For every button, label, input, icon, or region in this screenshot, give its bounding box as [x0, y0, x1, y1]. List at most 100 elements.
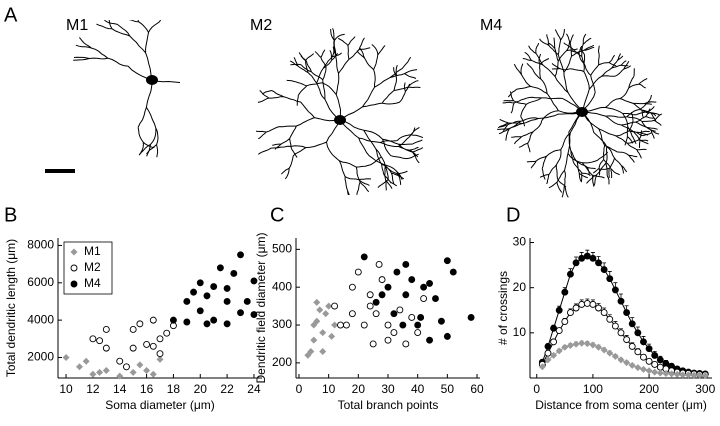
- panel-label: B: [4, 204, 17, 226]
- point: [634, 364, 642, 372]
- y-tick-label: 400: [272, 279, 292, 293]
- point: [378, 291, 386, 299]
- point: [640, 353, 647, 361]
- point: [143, 367, 151, 375]
- point: [561, 288, 569, 296]
- y-tick-label: 20: [513, 280, 527, 294]
- point: [223, 298, 231, 305]
- x-tick-label: 60: [470, 382, 484, 396]
- point: [316, 306, 324, 314]
- point: [183, 318, 191, 326]
- y-axis-label: Total dendritic length (μm): [4, 239, 18, 377]
- point: [223, 320, 231, 328]
- point: [639, 365, 647, 373]
- point: [432, 295, 439, 302]
- dendrites: [73, 20, 180, 158]
- point: [623, 359, 631, 367]
- point: [156, 355, 164, 363]
- x-tick-label: 50: [441, 382, 455, 396]
- point: [417, 314, 425, 321]
- point: [566, 270, 574, 278]
- point: [337, 321, 344, 329]
- legend-marker: [70, 248, 78, 256]
- point: [583, 252, 591, 260]
- point: [378, 276, 386, 284]
- point: [566, 309, 574, 316]
- point: [611, 286, 619, 294]
- point: [313, 298, 321, 306]
- y-tick-label: 4000: [27, 312, 54, 326]
- point: [325, 302, 333, 310]
- neuron-label: M2: [250, 17, 272, 34]
- point: [623, 309, 631, 316]
- point: [169, 322, 177, 330]
- point: [555, 327, 563, 335]
- dendrites: [497, 28, 663, 198]
- point: [89, 370, 97, 378]
- point: [143, 340, 151, 348]
- point: [623, 336, 631, 344]
- point: [319, 348, 327, 356]
- point: [369, 340, 377, 348]
- point: [203, 320, 211, 328]
- y-tick-label: 200: [272, 355, 292, 369]
- point: [408, 314, 416, 321]
- point: [408, 276, 416, 284]
- point: [628, 320, 636, 328]
- point: [390, 329, 398, 337]
- point: [129, 368, 137, 376]
- point: [196, 279, 204, 287]
- point: [544, 356, 552, 364]
- neuron-label: M4: [480, 17, 502, 34]
- point: [372, 298, 380, 306]
- point: [679, 371, 687, 379]
- point: [149, 316, 157, 324]
- point: [578, 254, 586, 262]
- x-tick-label: 12: [86, 382, 100, 396]
- point: [102, 367, 110, 375]
- point: [136, 320, 144, 328]
- point: [634, 329, 642, 337]
- chart: 10 12 14 16 18 20 22 24 2000 4000 6000 8000 Soma dia…: [4, 238, 262, 412]
- point: [437, 317, 445, 325]
- point: [572, 259, 580, 267]
- point: [589, 254, 597, 262]
- point: [310, 336, 318, 344]
- point: [684, 371, 692, 379]
- point: [426, 336, 433, 344]
- point: [561, 318, 569, 325]
- point: [550, 338, 558, 346]
- chart: 0 10 20 30 40 50 60 200 300 400 500 Total branch po…: [254, 233, 484, 413]
- point: [360, 321, 368, 329]
- point: [701, 372, 709, 380]
- dendrites: [255, 28, 424, 195]
- y-axis-label: Dendritic field diameter (μm): [254, 233, 268, 384]
- point: [561, 343, 569, 351]
- point: [583, 340, 591, 348]
- point: [606, 275, 614, 283]
- point: [673, 370, 681, 378]
- point: [129, 326, 137, 333]
- point: [384, 321, 392, 329]
- point: [149, 370, 157, 378]
- point: [96, 337, 104, 345]
- x-tick-label: 0: [533, 382, 540, 396]
- y-tick-label: 300: [272, 317, 292, 331]
- point: [420, 283, 428, 291]
- point: [606, 315, 614, 323]
- point: [196, 307, 204, 315]
- point: [572, 340, 580, 348]
- point: [578, 300, 586, 308]
- x-tick-label: 40: [411, 382, 425, 396]
- point: [384, 336, 392, 344]
- x-axis-label: Total branch points: [338, 398, 439, 412]
- point: [634, 348, 642, 356]
- x-tick-label: 24: [247, 382, 261, 396]
- line: [541, 255, 706, 375]
- point: [600, 266, 608, 274]
- point: [578, 339, 586, 347]
- point: [203, 292, 211, 300]
- legend-marker: [70, 264, 78, 272]
- point: [96, 368, 104, 376]
- point: [449, 268, 457, 276]
